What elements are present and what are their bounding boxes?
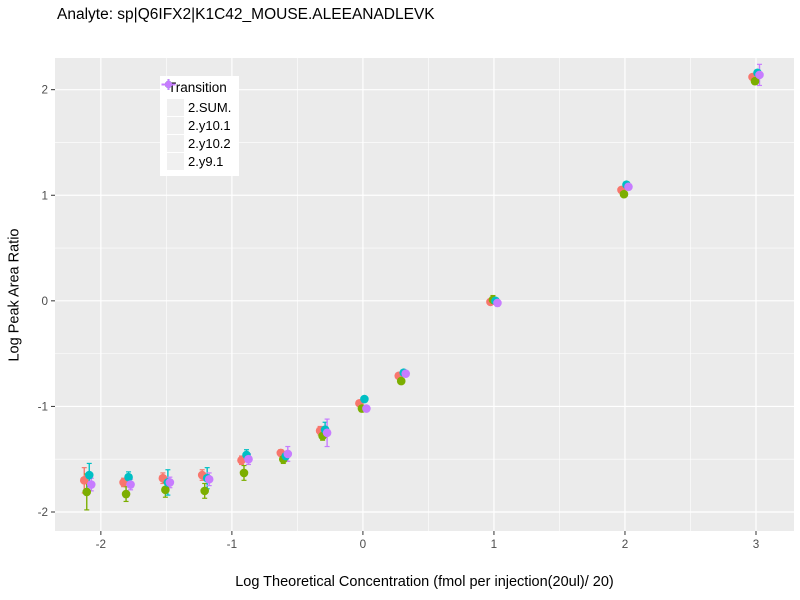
data-point (401, 369, 411, 378)
x-tick-label: 0 (360, 538, 367, 551)
x-tick-label: -2 (96, 538, 106, 551)
legend-entries: 2.SUM. 2.y10.1 2.y10.2 2.y9.1 (161, 79, 232, 170)
data-point (161, 485, 170, 495)
legend-entry-label: 2.SUM. (188, 99, 232, 115)
data-point (244, 454, 253, 464)
data-point (360, 394, 369, 404)
data-point (165, 478, 175, 487)
data-point (82, 487, 92, 497)
data-point (322, 428, 332, 438)
y-axis-title: Log Peak Area Ratio (6, 228, 23, 362)
data-point (755, 70, 764, 80)
data-point (624, 182, 633, 192)
data-point (493, 298, 502, 308)
data-point (200, 486, 209, 496)
plot-title: Analyte: sp|Q6IFX2|K1C42_MOUSE.ALEEANADL… (57, 6, 435, 23)
data-point (396, 376, 406, 386)
y-tick-label: -1 (38, 400, 48, 413)
data-point (619, 189, 629, 199)
legend: Transition 2.SUM. 2.y10.1 2.y10.2 2.y9.1 (160, 76, 240, 176)
data-point (239, 468, 249, 478)
data-point (204, 474, 214, 484)
data-point (121, 489, 131, 499)
x-tick-label: 3 (753, 538, 760, 551)
legend-entry: 2.y10.2 (161, 79, 231, 152)
data-point (750, 76, 760, 86)
y-tick-label: 0 (41, 295, 48, 308)
x-axis-title: Log Theoretical Concentration (fmol per … (235, 574, 614, 590)
x-tick-label: 1 (491, 538, 498, 551)
legend-entry-label: 2.y9.1 (188, 153, 224, 169)
legend-key-icon (161, 79, 184, 134)
legend-entry-label: 2.y10.1 (188, 117, 231, 133)
y-tick-label: 1 (41, 189, 48, 202)
legend-title: Transition (168, 80, 227, 95)
legend-entry: 2.y10.1 (161, 79, 231, 134)
legend-key-icon (161, 79, 184, 170)
x-tick-label: -1 (227, 538, 237, 551)
legend-entry: 2.SUM. (161, 79, 232, 116)
data-point (124, 472, 133, 482)
y-tick-label: -2 (38, 506, 48, 519)
legend-key-icon (161, 79, 184, 152)
legend-entry: 2.y9.1 (161, 79, 231, 170)
y-tick-label: 2 (41, 84, 48, 97)
data-point (362, 404, 371, 413)
x-tick-label: 2 (622, 538, 629, 551)
legend-key-icon (161, 79, 184, 116)
data-point (86, 480, 96, 489)
data-point (283, 449, 293, 459)
data-point (126, 480, 135, 489)
legend-entry-label: 2.y10.2 (188, 135, 231, 151)
data-point (84, 470, 94, 480)
